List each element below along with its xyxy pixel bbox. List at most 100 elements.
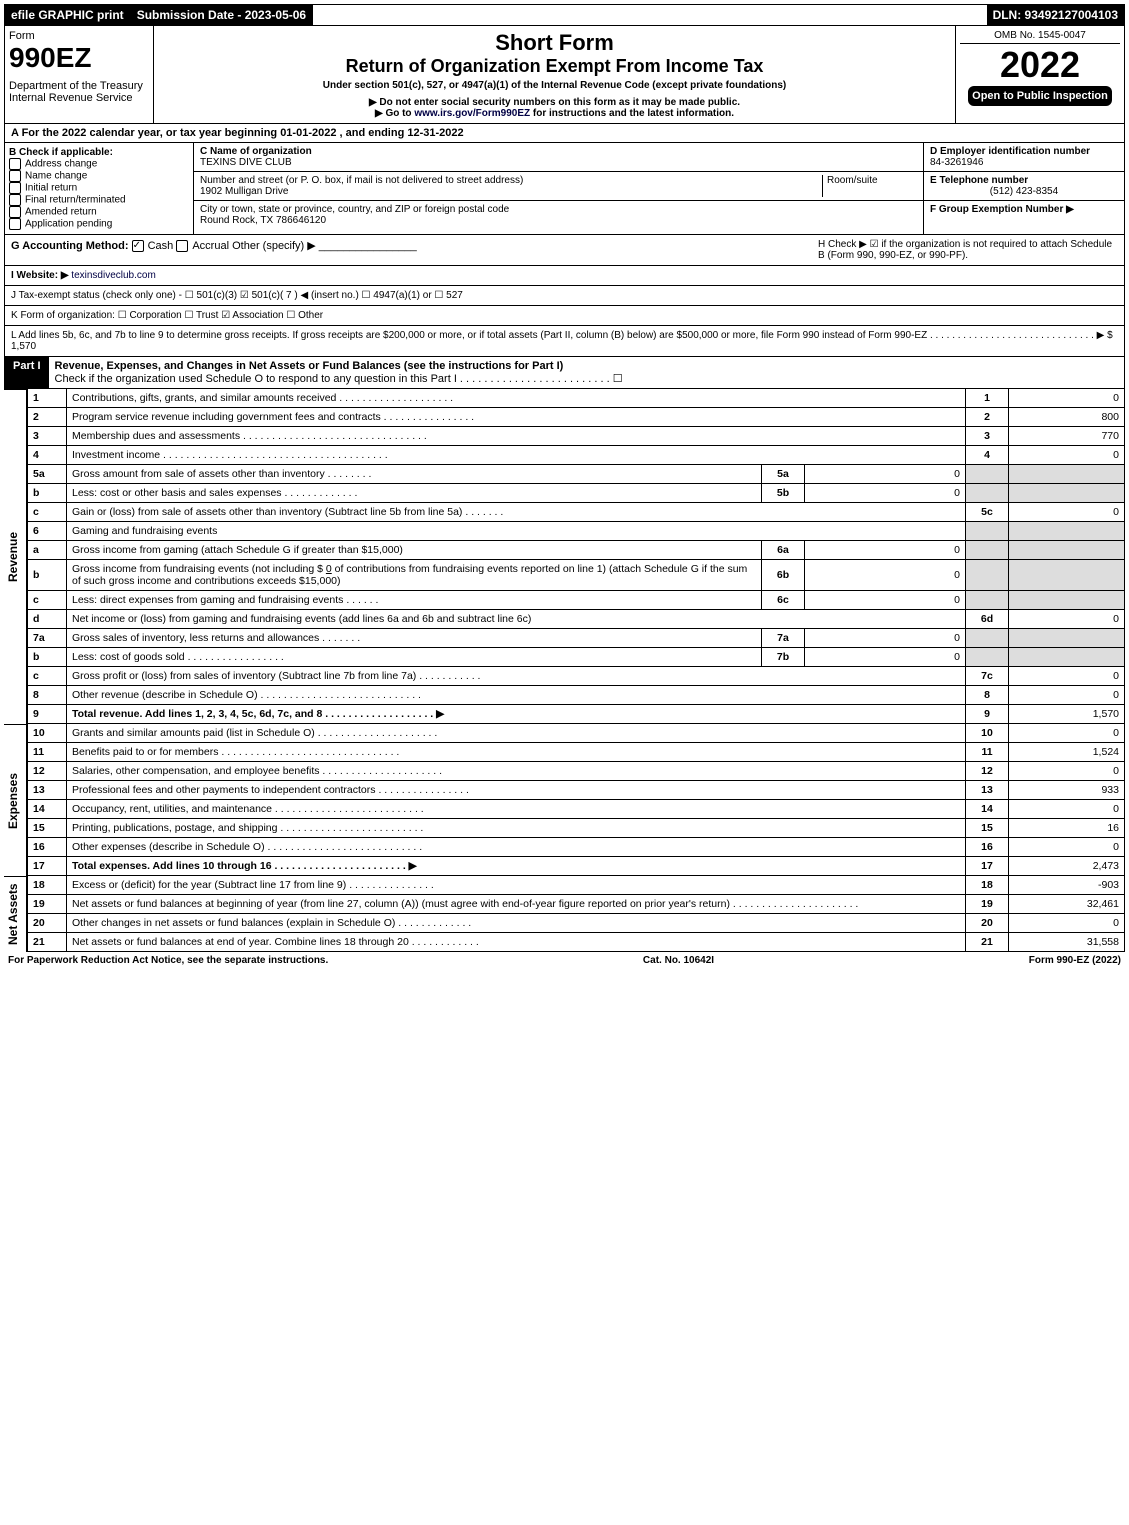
revenue-side-label: Revenue: [4, 389, 27, 724]
b-item-3: Final return/terminated: [25, 195, 126, 206]
tax-year: 2022: [960, 44, 1120, 86]
expenses-side-label: Expenses: [4, 724, 27, 876]
line-2: 2Program service revenue including gover…: [28, 408, 1125, 427]
org-address: 1902 Mulligan Drive: [200, 186, 822, 197]
page-footer: For Paperwork Reduction Act Notice, see …: [4, 952, 1125, 969]
form-number: 990EZ: [9, 42, 149, 74]
efile-print[interactable]: efile GRAPHIC print: [5, 5, 131, 25]
c-addr-label: Number and street (or P. O. box, if mail…: [200, 175, 822, 186]
section-j: J Tax-exempt status (check only one) - ☐…: [4, 286, 1125, 306]
b-item-1: Name change: [25, 171, 87, 182]
d-label: D Employer identification number: [930, 146, 1118, 157]
section-a: A For the 2022 calendar year, or tax yea…: [4, 124, 1125, 143]
ein: 84-3261946: [930, 157, 1118, 168]
g-cash: Cash: [148, 240, 174, 252]
section-def: D Employer identification number 84-3261…: [923, 143, 1124, 234]
form-label: Form: [9, 30, 149, 42]
irs-label: Internal Revenue Service: [9, 92, 149, 104]
line-14: 14Occupancy, rent, utilities, and mainte…: [28, 800, 1125, 819]
revenue-section: Revenue 1Contributions, gifts, grants, a…: [4, 389, 1125, 724]
line-21: 21Net assets or fund balances at end of …: [28, 933, 1125, 952]
line-1: 1Contributions, gifts, grants, and simil…: [28, 389, 1125, 408]
top-bar: efile GRAPHIC print Submission Date - 20…: [4, 4, 1125, 26]
line-16: 16Other expenses (describe in Schedule O…: [28, 838, 1125, 857]
g-label: G Accounting Method:: [11, 240, 129, 252]
line-6: 6Gaming and fundraising events: [28, 522, 1125, 541]
line-8: 8Other revenue (describe in Schedule O) …: [28, 686, 1125, 705]
chk-name-change[interactable]: [9, 170, 21, 182]
public-inspection-badge: Open to Public Inspection: [968, 86, 1112, 106]
note-ssn: ▶ Do not enter social security numbers o…: [158, 97, 951, 108]
section-l: L Add lines 5b, 6c, and 7b to line 9 to …: [4, 326, 1125, 357]
b-label: B Check if applicable:: [9, 147, 189, 158]
return-title: Return of Organization Exempt From Incom…: [158, 56, 951, 77]
section-k: K Form of organization: ☐ Corporation ☐ …: [4, 306, 1125, 326]
part1-title: Revenue, Expenses, and Changes in Net As…: [49, 357, 1124, 388]
line-5c: cGain or (loss) from sale of assets othe…: [28, 503, 1125, 522]
org-name: TEXINS DIVE CLUB: [200, 157, 917, 168]
irs-link[interactable]: www.irs.gov/Form990EZ: [414, 108, 530, 119]
c-city-label: City or town, state or province, country…: [200, 204, 917, 215]
section-h: H Check ▶ ☑ if the organization is not r…: [818, 239, 1118, 261]
submission-date: Submission Date - 2023-05-06: [131, 5, 313, 25]
line-10: 10Grants and similar amounts paid (list …: [28, 724, 1125, 743]
footer-left: For Paperwork Reduction Act Notice, see …: [8, 955, 328, 966]
footer-catno: Cat. No. 10642I: [643, 955, 714, 966]
line-19: 19Net assets or fund balances at beginni…: [28, 895, 1125, 914]
section-c: C Name of organization TEXINS DIVE CLUB …: [194, 143, 923, 234]
b-item-2: Initial return: [25, 183, 77, 194]
chk-accrual[interactable]: [176, 240, 188, 252]
netassets-section: Net Assets 18Excess or (deficit) for the…: [4, 876, 1125, 952]
note-website: ▶ Go to www.irs.gov/Form990EZ for instru…: [158, 108, 951, 119]
line-11: 11Benefits paid to or for members . . . …: [28, 743, 1125, 762]
revenue-table: 1Contributions, gifts, grants, and simil…: [27, 389, 1125, 724]
g-other: Other (specify) ▶: [232, 240, 316, 252]
room-suite-label: Room/suite: [822, 175, 917, 197]
part1-label: Part I: [5, 357, 49, 388]
b-item-0: Address change: [25, 159, 97, 170]
line-5b: bLess: cost or other basis and sales exp…: [28, 484, 1125, 503]
line-6c: cLess: direct expenses from gaming and f…: [28, 591, 1125, 610]
line-6a: aGross income from gaming (attach Schedu…: [28, 541, 1125, 560]
chk-application-pending[interactable]: [9, 218, 21, 230]
subtitle: Under section 501(c), 527, or 4947(a)(1)…: [158, 80, 951, 91]
b-item-4: Amended return: [25, 207, 97, 218]
chk-address-change[interactable]: [9, 158, 21, 170]
part1-check: Check if the organization used Schedule …: [55, 373, 623, 385]
website-link[interactable]: texinsdiveclub.com: [71, 270, 155, 281]
c-name-label: C Name of organization: [200, 146, 917, 157]
line-6b: bGross income from fundraising events (n…: [28, 560, 1125, 591]
b-item-5: Application pending: [25, 219, 112, 230]
expenses-section: Expenses 10Grants and similar amounts pa…: [4, 724, 1125, 876]
i-label: I Website: ▶: [11, 270, 69, 281]
part1-header-row: Part I Revenue, Expenses, and Changes in…: [4, 357, 1125, 389]
line-13: 13Professional fees and other payments t…: [28, 781, 1125, 800]
chk-final-return[interactable]: [9, 194, 21, 206]
chk-amended-return[interactable]: [9, 206, 21, 218]
form-header: Form 990EZ Department of the Treasury In…: [4, 26, 1125, 124]
line-15: 15Printing, publications, postage, and s…: [28, 819, 1125, 838]
line-17: 17Total expenses. Add lines 10 through 1…: [28, 857, 1125, 876]
l-text: L Add lines 5b, 6c, and 7b to line 9 to …: [11, 330, 1104, 341]
line-4: 4Investment income . . . . . . . . . . .…: [28, 446, 1125, 465]
line-3: 3Membership dues and assessments . . . .…: [28, 427, 1125, 446]
short-form-title: Short Form: [158, 30, 951, 56]
e-label: E Telephone number: [930, 175, 1118, 186]
org-city: Round Rock, TX 786646120: [200, 215, 917, 226]
netassets-side-label: Net Assets: [4, 876, 27, 952]
line-12: 12Salaries, other compensation, and empl…: [28, 762, 1125, 781]
block-bcdef: B Check if applicable: Address change Na…: [4, 143, 1125, 235]
expenses-table: 10Grants and similar amounts paid (list …: [27, 724, 1125, 876]
line-20: 20Other changes in net assets or fund ba…: [28, 914, 1125, 933]
dln: DLN: 93492127004103: [987, 5, 1124, 25]
line-6d: dNet income or (loss) from gaming and fu…: [28, 610, 1125, 629]
footer-form: Form 990-EZ (2022): [1029, 955, 1121, 966]
chk-initial-return[interactable]: [9, 182, 21, 194]
line-7b: bLess: cost of goods sold . . . . . . . …: [28, 648, 1125, 667]
chk-cash[interactable]: [132, 240, 144, 252]
line-7c: cGross profit or (loss) from sales of in…: [28, 667, 1125, 686]
omb-number: OMB No. 1545-0047: [960, 30, 1120, 44]
section-b: B Check if applicable: Address change Na…: [5, 143, 194, 234]
section-gh: G Accounting Method: Cash Accrual Other …: [4, 235, 1125, 266]
g-accrual: Accrual: [192, 240, 229, 252]
